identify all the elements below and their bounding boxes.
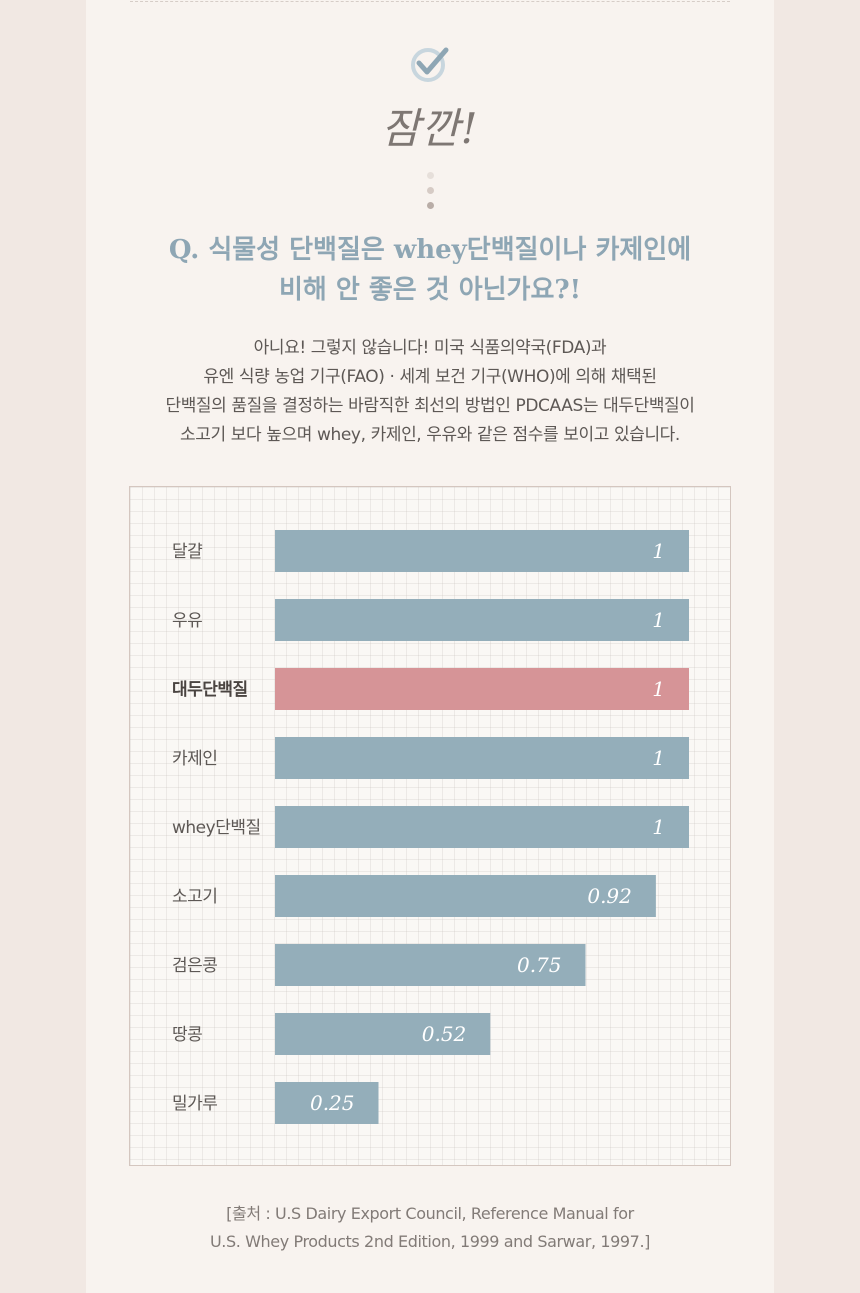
bar	[275, 944, 586, 986]
bar-value-label: 1	[652, 677, 665, 701]
bar-value-label: 0.25	[310, 1091, 355, 1115]
category-label: whey단백질	[172, 818, 261, 838]
answer-line: 아니요! 그렇지 않습니다! 미국 식품의약국(FDA)과	[253, 338, 607, 358]
answer-line: 단백질의 품질을 결정하는 바람직한 최선의 방법인 PDCAAS는 대두단백질…	[165, 396, 695, 416]
source-line: [출처 : U.S Dairy Export Council, Referenc…	[226, 1204, 634, 1223]
question-text: Q. 식물성 단백질은 whey단백질이나 카제인에 비해 안 좋은 것 아닌가…	[0, 230, 860, 310]
answer-text: 아니요! 그렇지 않습니다! 미국 식품의약국(FDA)과 유엔 식량 농업 기…	[0, 334, 860, 450]
category-label: 소고기	[172, 887, 217, 907]
vertical-dots-icon	[425, 172, 435, 217]
category-label: 대두단백질	[172, 679, 248, 700]
bar	[275, 668, 689, 710]
bar-value-label: 1	[652, 746, 665, 770]
bar	[275, 530, 689, 572]
source-citation: [출처 : U.S Dairy Export Council, Referenc…	[0, 1200, 860, 1256]
bar	[275, 1013, 491, 1055]
category-label: 땅콩	[172, 1025, 202, 1045]
category-label: 우유	[172, 611, 202, 631]
question-line: Q. 식물성 단백질은 whey단백질이나 카제인에	[168, 235, 692, 265]
category-label: 검은콩	[172, 956, 217, 976]
answer-line: 소고기 보다 높으며 whey, 카제인, 우유와 같은 점수를 보이고 있습니…	[180, 425, 680, 445]
bar-value-label: 0.75	[517, 953, 562, 977]
source-line: U.S. Whey Products 2nd Edition, 1999 and…	[210, 1232, 650, 1251]
pdcaas-chart: 달걀 1 우유 1 대두단백질 1 카제인 1 whey단백질 1 소고기 0.92 검은콩 0.75 땅콩…	[129, 486, 731, 1166]
bar-value-label: 0.52	[422, 1022, 467, 1046]
bar	[275, 806, 689, 848]
section-heading: 잠깐!	[381, 104, 479, 153]
bar	[275, 599, 689, 641]
divider	[130, 1, 730, 2]
bar-value-label: 1	[652, 539, 665, 563]
bar	[275, 1082, 379, 1124]
bar	[275, 737, 689, 779]
check-circle-icon	[411, 47, 449, 82]
bar-value-label: 1	[652, 608, 665, 632]
bar	[275, 875, 656, 917]
answer-line: 유엔 식량 농업 기구(FAO) · 세계 보건 기구(WHO)에 의해 채택된	[203, 367, 657, 387]
bar-chart-svg: 달걀 1 우유 1 대두단백질 1 카제인 1 whey단백질 1 소고기 0.92 검은콩 0.75 땅콩…	[172, 530, 689, 1124]
category-label: 카제인	[172, 749, 217, 769]
question-line: 비해 안 좋은 것 아닌가요?!	[278, 275, 582, 305]
bar-value-label: 0.92	[587, 884, 632, 908]
bar-value-label: 1	[652, 815, 665, 839]
category-label: 밀가루	[172, 1094, 217, 1114]
category-label: 달걀	[172, 542, 203, 562]
